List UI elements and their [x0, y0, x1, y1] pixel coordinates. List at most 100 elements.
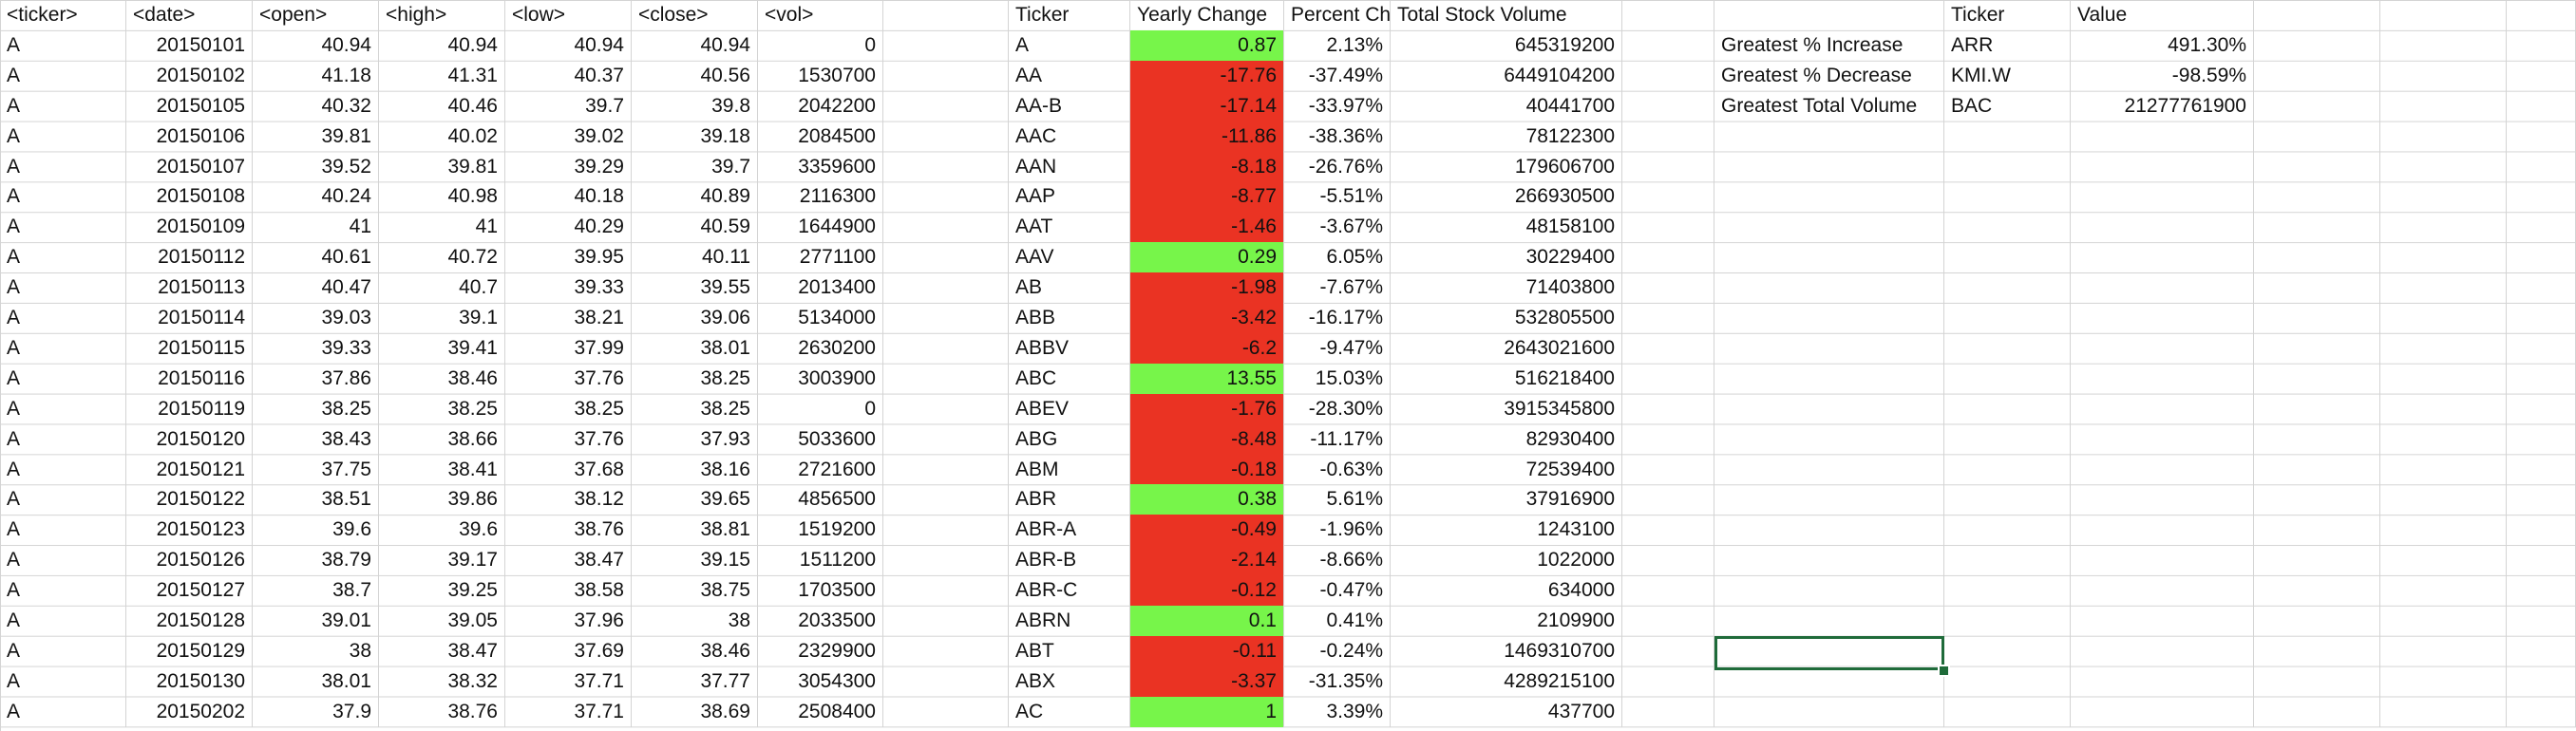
- yearly-change-cell[interactable]: -17.76: [1130, 60, 1284, 91]
- empty-cell[interactable]: [2071, 575, 2254, 607]
- raw-data-cell[interactable]: 3359600: [758, 151, 883, 182]
- empty-cell[interactable]: [2254, 575, 2380, 607]
- total-volume-cell[interactable]: 3915345800: [1391, 393, 1622, 424]
- raw-data-cell[interactable]: 38.76: [379, 696, 505, 727]
- raw-data-cell[interactable]: 37.99: [505, 332, 632, 364]
- empty-cell[interactable]: [2071, 484, 2254, 515]
- raw-data-cell[interactable]: 40.18: [505, 181, 632, 213]
- raw-data-cell[interactable]: 0: [758, 29, 883, 61]
- total-volume-cell[interactable]: 2109900: [1391, 606, 1622, 636]
- empty-cell[interactable]: [2071, 303, 2254, 333]
- percent-change-cell[interactable]: -38.36%: [1284, 121, 1391, 152]
- empty-cell[interactable]: [2507, 90, 2576, 122]
- total-volume-cell[interactable]: 4289215100: [1391, 665, 1622, 697]
- empty-cell[interactable]: [2071, 696, 2254, 727]
- raw-data-cell[interactable]: A: [0, 665, 126, 697]
- raw-data-cell[interactable]: 37.76: [505, 363, 632, 394]
- empty-cell[interactable]: [2380, 363, 2507, 394]
- summary-ticker-cell[interactable]: ABBV: [1009, 332, 1130, 364]
- empty-cell[interactable]: [2380, 606, 2507, 636]
- empty-cell[interactable]: [1622, 181, 1714, 213]
- greatest-ticker-cell[interactable]: KMI.W: [1944, 60, 2071, 91]
- summary-ticker-cell[interactable]: ABR: [1009, 484, 1130, 515]
- summary-ticker-cell[interactable]: AAP: [1009, 181, 1130, 213]
- empty-cell[interactable]: [1944, 181, 2071, 213]
- empty-cell[interactable]: [2507, 151, 2576, 182]
- yearly-change-cell[interactable]: -0.49: [1130, 515, 1284, 546]
- empty-cell[interactable]: [2071, 212, 2254, 243]
- percent-change-cell[interactable]: 6.05%: [1284, 242, 1391, 273]
- raw-data-cell[interactable]: 20150122: [126, 484, 253, 515]
- raw-data-cell[interactable]: 1703500: [758, 575, 883, 607]
- summary-ticker-cell[interactable]: ABR-A: [1009, 515, 1130, 546]
- empty-cell[interactable]: [2254, 363, 2380, 394]
- raw-data-cell[interactable]: 39.6: [253, 515, 379, 546]
- empty-cell[interactable]: [1944, 272, 2071, 304]
- empty-cell[interactable]: [1944, 151, 2071, 182]
- raw-header-cell[interactable]: <ticker>: [0, 0, 126, 30]
- percent-change-cell[interactable]: -26.76%: [1284, 151, 1391, 182]
- empty-cell[interactable]: [883, 60, 1009, 91]
- empty-cell[interactable]: [1944, 484, 2071, 515]
- raw-data-cell[interactable]: A: [0, 606, 126, 636]
- summary-header-cell[interactable]: Ticker: [1009, 0, 1130, 30]
- summary-ticker-cell[interactable]: ABG: [1009, 423, 1130, 455]
- summary-ticker-cell[interactable]: ABR-B: [1009, 545, 1130, 576]
- raw-data-cell[interactable]: A: [0, 90, 126, 122]
- empty-cell[interactable]: [1944, 665, 2071, 697]
- empty-cell[interactable]: [1944, 515, 2071, 546]
- raw-data-cell[interactable]: 41.18: [253, 60, 379, 91]
- raw-data-cell[interactable]: 20150120: [126, 423, 253, 455]
- empty-cell[interactable]: [2254, 181, 2380, 213]
- raw-data-cell[interactable]: 40.7: [379, 272, 505, 304]
- raw-data-cell[interactable]: 38.12: [505, 484, 632, 515]
- percent-change-cell[interactable]: -0.47%: [1284, 575, 1391, 607]
- empty-cell[interactable]: [1622, 60, 1714, 91]
- empty-cell[interactable]: [2380, 90, 2507, 122]
- summary-ticker-cell[interactable]: ABC: [1009, 363, 1130, 394]
- raw-data-cell[interactable]: 1530700: [758, 60, 883, 91]
- empty-cell[interactable]: [2380, 332, 2507, 364]
- empty-cell[interactable]: [1714, 272, 1944, 304]
- total-volume-cell[interactable]: 37916900: [1391, 484, 1622, 515]
- raw-data-cell[interactable]: 39.55: [632, 272, 758, 304]
- raw-data-cell[interactable]: 40.59: [632, 212, 758, 243]
- empty-cell[interactable]: [1944, 545, 2071, 576]
- empty-cell[interactable]: [2507, 423, 2576, 455]
- empty-cell[interactable]: [1944, 212, 2071, 243]
- total-volume-cell[interactable]: 78122300: [1391, 121, 1622, 152]
- empty-cell[interactable]: [1622, 696, 1714, 727]
- raw-data-cell[interactable]: 20150127: [126, 575, 253, 607]
- empty-cell[interactable]: [1622, 575, 1714, 607]
- empty-cell[interactable]: [2380, 303, 2507, 333]
- empty-cell[interactable]: [2254, 484, 2380, 515]
- yearly-change-cell[interactable]: -6.2: [1130, 332, 1284, 364]
- raw-data-cell[interactable]: 20150106: [126, 121, 253, 152]
- raw-data-cell[interactable]: 2508400: [758, 696, 883, 727]
- empty-cell[interactable]: [2254, 90, 2380, 122]
- empty-cell[interactable]: [2071, 635, 2254, 666]
- raw-data-cell[interactable]: 41: [379, 212, 505, 243]
- empty-cell[interactable]: [1622, 423, 1714, 455]
- raw-data-cell[interactable]: 40.02: [379, 121, 505, 152]
- raw-data-cell[interactable]: 20150114: [126, 303, 253, 333]
- summary-ticker-cell[interactable]: A: [1009, 29, 1130, 61]
- empty-cell[interactable]: [2507, 545, 2576, 576]
- yearly-change-cell[interactable]: -0.18: [1130, 454, 1284, 485]
- total-volume-cell[interactable]: 266930500: [1391, 181, 1622, 213]
- raw-data-cell[interactable]: 20150121: [126, 454, 253, 485]
- summary-ticker-cell[interactable]: ABRN: [1009, 606, 1130, 636]
- raw-data-cell[interactable]: 39.03: [253, 303, 379, 333]
- empty-cell[interactable]: [883, 0, 1009, 30]
- percent-change-cell[interactable]: 5.61%: [1284, 484, 1391, 515]
- raw-data-cell[interactable]: 37.71: [505, 665, 632, 697]
- raw-data-cell[interactable]: 20150130: [126, 665, 253, 697]
- empty-cell[interactable]: [2071, 151, 2254, 182]
- raw-data-cell[interactable]: 39.65: [632, 484, 758, 515]
- greatest-header-cell[interactable]: [1714, 0, 1944, 30]
- percent-change-cell[interactable]: -16.17%: [1284, 303, 1391, 333]
- total-volume-cell[interactable]: 645319200: [1391, 29, 1622, 61]
- raw-data-cell[interactable]: 38.01: [632, 332, 758, 364]
- raw-data-cell[interactable]: 40.61: [253, 242, 379, 273]
- empty-cell[interactable]: [2254, 151, 2380, 182]
